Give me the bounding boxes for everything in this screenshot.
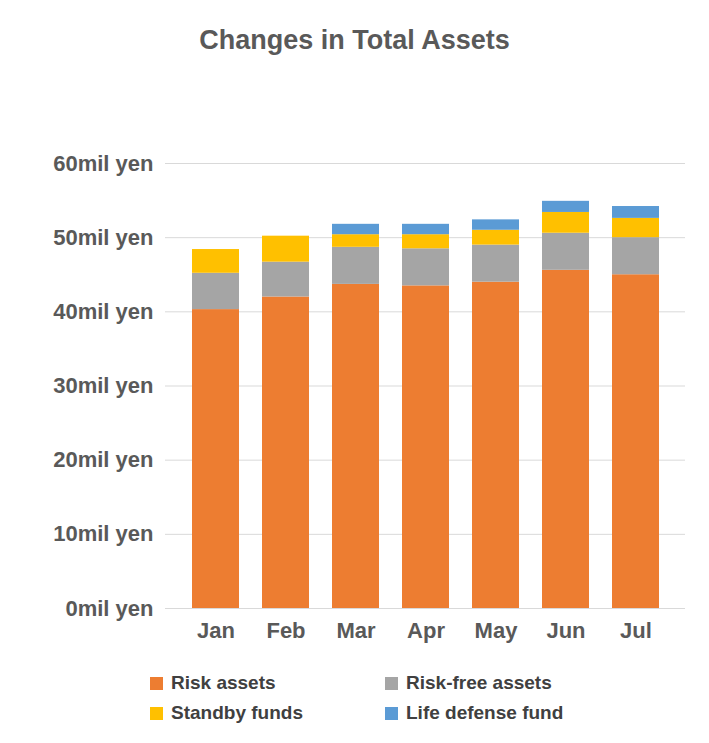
svg-text:Apr: Apr <box>407 618 445 643</box>
html-text:Risk-free assets: Risk-free assets <box>406 672 552 693</box>
html-text:Life defense fund: Life defense fund <box>406 702 564 723</box>
svg-text:40mil yen: 40mil yen <box>53 299 153 324</box>
svg-text:60mil yen: 60mil yen <box>53 151 153 176</box>
svg-text:10mil yen: 10mil yen <box>53 521 153 546</box>
svg-text:0mil yen: 0mil yen <box>65 596 153 621</box>
html-text:Standby funds: Standby funds <box>171 702 303 723</box>
svg-text:30mil yen: 30mil yen <box>53 373 153 398</box>
svg-text:50mil yen: 50mil yen <box>53 225 153 250</box>
svg-text:20mil yen: 20mil yen <box>53 447 153 472</box>
html-text:Risk assets: Risk assets <box>171 672 276 693</box>
svg-text:May: May <box>475 618 519 643</box>
svg-text:Feb: Feb <box>266 618 305 643</box>
svg-text:Jun: Jun <box>546 618 585 643</box>
svg-text:Jan: Jan <box>197 618 235 643</box>
svg-text:Jul: Jul <box>620 618 652 643</box>
html-text:Changes in Total Assets: Changes in Total Assets <box>199 25 510 55</box>
svg-text:Mar: Mar <box>336 618 376 643</box>
